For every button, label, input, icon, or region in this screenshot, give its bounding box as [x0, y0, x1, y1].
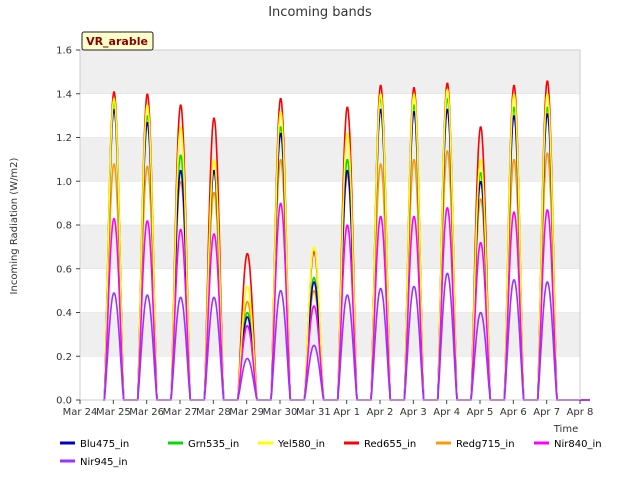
- x-tick-label: Apr 5: [467, 407, 494, 418]
- legend-label: Blu475_in: [80, 439, 129, 450]
- y-tick-label: 0.0: [56, 396, 72, 407]
- site-badge: VR_arable: [81, 31, 154, 51]
- y-tick-label: 0.4: [56, 308, 72, 319]
- grid-band: [80, 137, 580, 182]
- chart-title: Incoming bands: [268, 5, 372, 20]
- legend-label: Yel580_in: [277, 439, 325, 450]
- x-tick-label: Mar 25: [96, 407, 131, 418]
- x-tick-label: Mar 26: [129, 407, 164, 418]
- site-badge-label: VR_arable: [86, 35, 148, 48]
- legend-label: Grn535_in: [188, 439, 239, 450]
- y-tick-label: 1.6: [56, 46, 72, 57]
- x-tick-label: Apr 1: [333, 407, 360, 418]
- site-badge-box: [81, 31, 154, 51]
- y-tick-label: 0.2: [56, 352, 72, 363]
- y-tick-label: 1.2: [56, 133, 72, 144]
- x-tick-label: Mar 31: [296, 407, 331, 418]
- y-tick-label: 1.4: [56, 89, 72, 100]
- legend: Blu475_in Grn535_in Yel580_in Red655_in Redg…: [60, 439, 602, 468]
- y-axis-title: Incoming Radiation (W/m2): [9, 157, 20, 294]
- x-tick-label: Mar 29: [229, 407, 264, 418]
- legend-label: Redg715_in: [456, 439, 515, 450]
- x-tick-label: Apr 7: [533, 407, 560, 418]
- x-tick-label: Mar 24: [63, 407, 98, 418]
- x-tick-label: Mar 28: [196, 407, 231, 418]
- x-tick-label: Apr 4: [433, 407, 460, 418]
- y-tick-label: 1.0: [56, 177, 72, 188]
- legend-label: Nir840_in: [554, 439, 602, 450]
- grid-band: [80, 50, 580, 94]
- legend-label: Red655_in: [364, 439, 416, 450]
- x-tick-label: Mar 30: [263, 407, 298, 418]
- legend-label: Nir945_in: [80, 457, 128, 468]
- grid-bands: [80, 49, 580, 401]
- x-axis-title: Time: [553, 424, 578, 435]
- x-tick-label: Apr 2: [367, 407, 394, 418]
- x-tick-label: Apr 8: [567, 407, 594, 418]
- y-axis: 0.0 0.2 0.4 0.6 0.8 1.0 1.2 1.4 1.6: [56, 46, 80, 407]
- x-tick-label: Apr 6: [500, 407, 527, 418]
- x-tick-label: Apr 3: [400, 407, 427, 418]
- y-tick-label: 0.6: [56, 264, 72, 275]
- y-tick-label: 0.8: [56, 221, 72, 232]
- grid-band: [80, 225, 580, 269]
- grid-band: [80, 312, 580, 357]
- x-tick-label: Mar 27: [163, 407, 198, 418]
